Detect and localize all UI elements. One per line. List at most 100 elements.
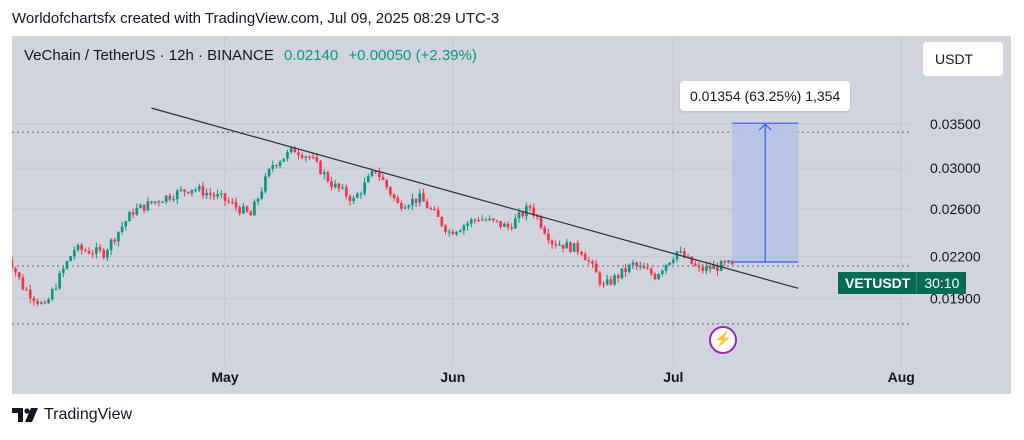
candle-body [242, 206, 245, 214]
candle-body [605, 279, 609, 285]
candle-body [653, 274, 657, 280]
candle-body [514, 218, 517, 229]
candle-body [175, 190, 179, 200]
candle-body [543, 227, 547, 234]
candle-body [39, 302, 43, 304]
candle-body [25, 289, 28, 291]
candle-body [367, 176, 370, 183]
candle-body [466, 223, 469, 226]
candle-body [657, 274, 660, 280]
candle-body [403, 207, 407, 209]
candle-body [602, 284, 605, 286]
candle-body [326, 172, 330, 182]
candle-body [76, 245, 80, 250]
trendline[interactable] [151, 107, 799, 289]
candle-body [532, 207, 536, 216]
candle-body [146, 201, 150, 211]
candle-body [525, 206, 528, 217]
candle-body [245, 206, 249, 212]
price-change: +0.00050 (+2.39%) [348, 47, 477, 64]
candle-body [157, 201, 161, 203]
candle-body [253, 201, 256, 216]
candle-body [348, 196, 352, 202]
candle-body [499, 221, 502, 227]
currency-button[interactable]: USDT [923, 42, 1003, 76]
candle-body [400, 203, 403, 209]
candle-body [172, 199, 175, 201]
candle-body [381, 177, 385, 180]
candle-body [194, 189, 197, 191]
candle-body [565, 242, 569, 249]
candle-body [28, 289, 32, 299]
lightning-icon[interactable]: ⚡ [709, 326, 737, 354]
candle-body [679, 251, 683, 253]
candle-body [201, 186, 205, 196]
candle-body [635, 262, 638, 266]
candle-body [547, 233, 550, 241]
candle-body [359, 193, 363, 195]
candle-body [690, 256, 694, 264]
price-chart[interactable]: 0.03500 0.03000 0.02600 0.02200 0.01900 May Ju… [12, 36, 1011, 394]
x-tick-label: May [211, 369, 238, 385]
candle-body [422, 193, 425, 202]
candle-body [495, 220, 499, 222]
candle-body [462, 225, 466, 231]
candle-body [117, 231, 120, 242]
candle-body [352, 197, 355, 202]
candle-body [208, 192, 212, 195]
candle-body [616, 275, 620, 279]
candle-body [333, 183, 337, 188]
candle-body [17, 272, 21, 278]
candle-body [32, 298, 36, 301]
candle-body [598, 272, 602, 285]
candle-body [120, 226, 124, 232]
x-tick-label: Aug [888, 369, 915, 385]
candle-body [627, 264, 631, 272]
candle-body [297, 152, 300, 156]
candle-body [363, 182, 366, 194]
candle-body [231, 201, 234, 203]
candle-body [429, 208, 433, 210]
candle-body [43, 302, 47, 304]
candle-body [234, 202, 238, 208]
candle-body [436, 210, 440, 217]
candle-body [506, 223, 510, 228]
candle-body [95, 247, 98, 254]
candle-body [304, 156, 308, 158]
candle-body [271, 165, 275, 169]
y-tick-label: 0.03000 [930, 160, 981, 176]
candle-body [558, 244, 561, 246]
candle-body [337, 183, 341, 189]
candle-body [14, 268, 17, 273]
symbol-name: VeChain / TetherUS · 12h · BINANCE [24, 47, 274, 64]
footer: TradingView [12, 406, 132, 424]
candle-body [54, 288, 58, 290]
candle-body [21, 277, 25, 290]
candle-body [407, 205, 411, 208]
candle-body [109, 239, 113, 251]
candle-body [705, 266, 708, 271]
candle-body [418, 193, 422, 203]
candle-body [455, 231, 458, 235]
candle-body [484, 219, 488, 221]
candle-body [212, 194, 216, 197]
candle-body [308, 156, 311, 158]
candle-body [102, 249, 106, 258]
candle-body [128, 212, 131, 222]
chart-area[interactable]: 0.03500 0.03000 0.02600 0.02200 0.01900 May Ju… [12, 36, 1011, 394]
candle-body [609, 279, 613, 285]
measure-label: 0.01354 (63.25%) 1,354 [680, 81, 851, 111]
candle-body [131, 212, 135, 215]
candle-body [701, 267, 705, 271]
candle-body [73, 249, 76, 257]
candle-body [719, 261, 723, 271]
candle-body [135, 207, 139, 215]
candle-body [550, 240, 554, 245]
candle-body [330, 181, 333, 188]
candle-body [179, 189, 183, 191]
candle-body [594, 263, 598, 273]
candle-body [620, 268, 624, 279]
candle-body [161, 201, 164, 203]
candle-body [447, 231, 451, 233]
bar-countdown: 30:10 [916, 272, 967, 294]
